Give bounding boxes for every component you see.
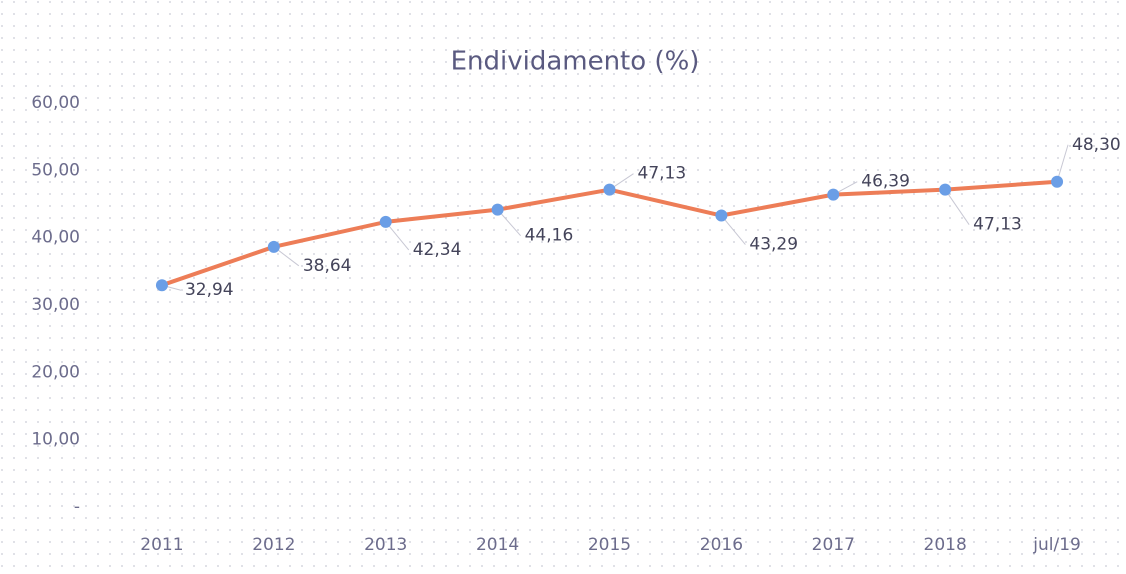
- x-tick-label: 2013: [364, 535, 407, 555]
- x-tick-label: 2014: [476, 535, 519, 555]
- x-tick-label: 2017: [812, 535, 855, 555]
- x-tick-label: 2011: [140, 535, 183, 555]
- y-tick-label: 10,00: [31, 430, 80, 450]
- leader-line: [721, 215, 746, 245]
- y-tick-label: -: [74, 497, 80, 517]
- leader-line: [1056, 144, 1069, 182]
- data-label: 47,13: [973, 215, 1022, 235]
- data-label: 32,94: [185, 280, 234, 300]
- data-label: 44,16: [525, 226, 574, 246]
- marker: [267, 240, 280, 253]
- y-tick-label: 20,00: [31, 362, 80, 382]
- marker: [827, 188, 840, 201]
- y-tick-label: 30,00: [31, 295, 80, 315]
- y-tick-label: 60,00: [31, 93, 80, 113]
- data-label: 38,64: [303, 256, 352, 276]
- x-tick-label: 2018: [924, 535, 967, 555]
- marker: [939, 183, 952, 196]
- y-tick-label: 40,00: [31, 228, 80, 248]
- x-tick-label: jul/19: [1032, 535, 1081, 555]
- data-label: 42,34: [413, 240, 462, 260]
- x-tick-label: 2012: [252, 535, 295, 555]
- marker: [603, 183, 616, 196]
- x-tick-label: 2016: [700, 535, 743, 555]
- x-tick-label: 2015: [588, 535, 631, 555]
- marker: [155, 279, 168, 292]
- data-label: 43,29: [749, 235, 798, 255]
- marker: [491, 203, 504, 216]
- chart-title: Endividamento (%): [451, 47, 700, 77]
- marker: [1051, 175, 1064, 188]
- y-tick-label: 50,00: [31, 160, 80, 180]
- marker: [715, 209, 728, 222]
- data-label: 48,30: [1072, 135, 1121, 155]
- marker: [379, 215, 392, 228]
- leader-line: [385, 221, 410, 251]
- data-label: 47,13: [638, 164, 687, 184]
- data-label: 46,39: [861, 172, 910, 192]
- leader-line: [944, 189, 970, 225]
